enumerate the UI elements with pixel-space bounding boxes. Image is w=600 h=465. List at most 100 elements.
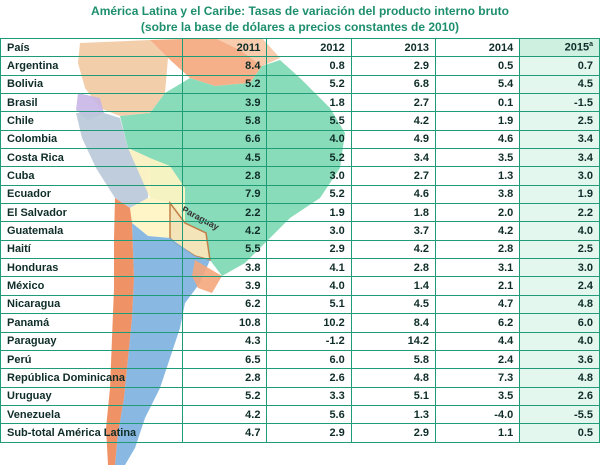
table-row: Haití 5.5 2.9 4.2 2.8 2.5: [0, 239, 600, 260]
table-row: Perú 6.5 6.0 5.8 2.4 3.6: [0, 349, 600, 370]
value-cell: 14.2: [350, 331, 437, 351]
value-cell: 3.9: [182, 93, 268, 113]
estimate-mark: a: [589, 41, 593, 49]
table-row: Ecuador 7.9 5.2 4.6 3.8 1.9: [0, 184, 600, 205]
table-row: Colombia 6.6 4.0 4.9 4.6 3.4: [0, 129, 600, 150]
value-cell: 4.5: [519, 74, 600, 95]
value-cell: 5.5: [266, 111, 352, 131]
value-cell: 4.4: [434, 331, 521, 351]
country-cell: México: [0, 276, 184, 296]
value-cell: 8.4: [182, 56, 268, 76]
value-cell: 5.4: [434, 74, 521, 95]
country-header: País: [0, 37, 184, 58]
value-cell: 1.3: [434, 166, 521, 186]
value-cell: 2.4: [434, 349, 521, 370]
year-header-2015: 2015a: [519, 37, 600, 58]
country-cell: Chile: [0, 111, 184, 131]
value-cell: 0.5: [434, 56, 521, 76]
value-cell: 2.9: [350, 423, 437, 443]
table-row: Bolivia 5.2 5.2 6.8 5.4 4.5: [0, 74, 600, 95]
value-cell: 3.0: [519, 166, 600, 186]
value-cell: 1.9: [266, 203, 352, 223]
country-cell: Paraguay: [0, 331, 184, 351]
table-row: República Dominicana 2.8 2.6 4.8 7.3 4.8: [0, 368, 600, 388]
table-row: Nicaragua 6.2 5.1 4.5 4.7 4.8: [0, 294, 600, 315]
value-cell: 4.3: [182, 331, 268, 351]
subtotal-row: Sub-total América Latina 4.7 2.9 2.9 1.1 0.5: [0, 423, 600, 443]
country-cell: Panamá: [0, 313, 184, 333]
country-cell: Honduras: [0, 258, 184, 278]
value-cell: 4.0: [266, 276, 352, 296]
value-cell: -1.2: [266, 331, 352, 351]
year-2015-label: 2015: [564, 42, 590, 54]
value-cell: 4.6: [434, 129, 521, 150]
country-cell: Nicaragua: [0, 294, 184, 315]
value-cell: 4.8: [519, 294, 600, 315]
value-cell: 5.2: [266, 74, 352, 95]
year-header-2014: 2014: [434, 37, 521, 58]
value-cell: 1.9: [519, 184, 600, 205]
value-cell: 4.5: [350, 294, 437, 315]
value-cell: 6.0: [266, 349, 352, 370]
value-cell: 4.8: [350, 368, 437, 388]
value-cell: 8.4: [350, 313, 437, 333]
value-cell: 2.9: [266, 423, 352, 443]
value-cell: 10.8: [182, 313, 268, 333]
value-cell: 4.5: [182, 148, 268, 168]
value-cell: 4.7: [182, 423, 268, 443]
country-cell: Venezuela: [0, 404, 184, 425]
header-row: País 2011 2012 2013 2014 2015a: [0, 37, 600, 58]
table-row: Guatemala 4.2 3.0 3.7 4.2 4.0: [0, 221, 600, 241]
title-line-2: (sobre la base de dólares a precios cons…: [140, 20, 460, 34]
value-cell: 3.9: [182, 276, 268, 296]
value-cell: 3.0: [266, 166, 352, 186]
value-cell: -1.5: [519, 93, 600, 113]
table-title: América Latina y el Caribe: Tasas de var…: [0, 0, 600, 38]
value-cell: 1.8: [350, 203, 437, 223]
value-cell: 1.1: [434, 423, 521, 443]
value-cell: 2.0: [434, 203, 521, 223]
value-cell: 4.2: [350, 239, 437, 260]
country-cell: Guatemala: [0, 221, 184, 241]
value-cell: 5.8: [350, 349, 437, 370]
value-cell: 1.4: [350, 276, 437, 296]
value-cell: 1.3: [350, 404, 437, 425]
value-cell: 2.4: [519, 276, 600, 296]
value-cell: 3.0: [266, 221, 352, 241]
value-cell: 4.0: [266, 129, 352, 150]
value-cell: 4.7: [434, 294, 521, 315]
year-header-2011: 2011: [182, 37, 268, 58]
country-cell: Haití: [0, 239, 184, 260]
country-cell: Costa Rica: [0, 148, 184, 168]
table-row: Brasil 3.9 1.8 2.7 0.1 -1.5: [0, 93, 600, 113]
value-cell: 6.6: [182, 129, 268, 150]
country-cell: Sub-total América Latina: [0, 423, 184, 443]
table-row: Venezuela 4.2 5.6 1.3 -4.0 -5.5: [0, 404, 600, 425]
value-cell: 7.3: [434, 368, 521, 388]
value-cell: 1.8: [266, 93, 352, 113]
value-cell: 4.2: [434, 221, 521, 241]
table-row: Paraguay 4.3 -1.2 14.2 4.4 4.0: [0, 331, 600, 351]
table-row: Argentina 8.4 0.8 2.9 0.5 0.7: [0, 56, 600, 76]
value-cell: 3.8: [434, 184, 521, 205]
value-cell: 4.0: [519, 221, 600, 241]
value-cell: 2.8: [350, 258, 437, 278]
value-cell: 3.4: [350, 148, 437, 168]
value-cell: 4.2: [350, 111, 437, 131]
value-cell: 4.9: [350, 129, 437, 150]
value-cell: 5.2: [182, 386, 268, 406]
country-cell: Perú: [0, 349, 184, 370]
value-cell: 4.2: [182, 221, 268, 241]
value-cell: 4.1: [266, 258, 352, 278]
value-cell: 3.3: [266, 386, 352, 406]
value-cell: 6.8: [350, 74, 437, 95]
country-cell: Cuba: [0, 166, 184, 186]
table-row: Costa Rica 4.5 5.2 3.4 3.5 3.4: [0, 148, 600, 168]
table-row: Honduras 3.8 4.1 2.8 3.1 3.0: [0, 258, 600, 278]
value-cell: 0.8: [266, 56, 352, 76]
value-cell: 2.6: [519, 386, 600, 406]
value-cell: 2.7: [350, 166, 437, 186]
value-cell: 6.5: [182, 349, 268, 370]
value-cell: 0.5: [519, 423, 600, 443]
value-cell: 2.2: [519, 203, 600, 223]
